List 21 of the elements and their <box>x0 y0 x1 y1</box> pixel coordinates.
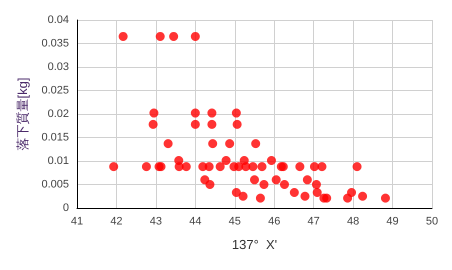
y-tick-label: 0.04 <box>48 14 69 26</box>
y-tick-label: 0.005 <box>41 178 69 190</box>
x-tick-label: 49 <box>386 216 399 228</box>
y-axis-title: 落下質量[kg] <box>15 78 30 150</box>
x-tick-label: 47 <box>308 216 320 228</box>
x-tick-label: 45 <box>228 216 241 228</box>
y-tick-label: 0.03 <box>48 61 69 73</box>
y-tick-label: 0.035 <box>41 38 69 50</box>
y-tick-label: 0.015 <box>41 132 69 144</box>
x-tick-label: 50 <box>426 216 438 228</box>
y-tick-label: 0.025 <box>41 84 69 96</box>
x-axis-title: 137° X' <box>232 237 278 252</box>
x-tick-label: 46 <box>268 216 280 228</box>
y-tick-label: 0 <box>62 202 69 214</box>
y-tick-label: 0.01 <box>48 155 69 167</box>
x-tick-label: 43 <box>150 216 162 228</box>
x-tick-label: 42 <box>110 216 123 228</box>
x-tick-label: 48 <box>346 216 360 228</box>
y-tick-label: 0.02 <box>48 108 69 120</box>
x-tick-label: 44 <box>189 216 202 228</box>
x-tick-label: 41 <box>70 216 84 228</box>
